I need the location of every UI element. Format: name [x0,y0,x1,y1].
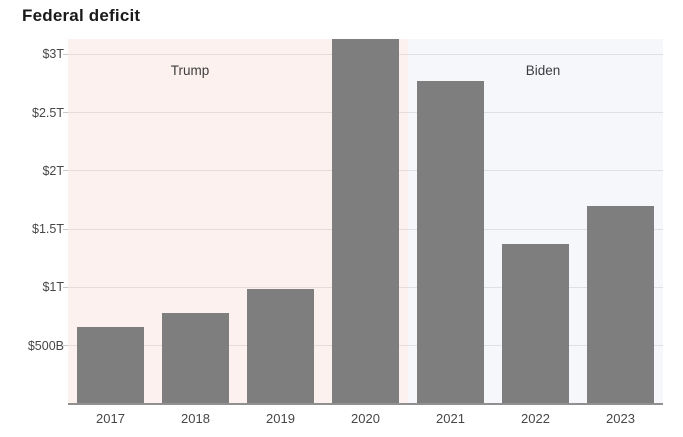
y-axis: $500B $1T $1.5T $2T $2.5T $3T [0,39,64,404]
x-tick-label-2022: 2022 [521,411,550,426]
x-tick-label-2017: 2017 [96,411,125,426]
x-tick-label-2021: 2021 [436,411,465,426]
bar-2020 [332,39,399,404]
y-tick-mark [63,345,68,347]
y-tick-label: $1T [42,280,64,295]
x-tick-label-2019: 2019 [266,411,295,426]
x-axis: 2017 2018 2019 2020 2021 2022 2023 [68,409,663,431]
bar-2019 [247,289,314,404]
y-tick-mark [63,286,68,288]
x-axis-line [68,403,663,405]
y-tick-label: $500B [27,338,64,353]
y-tick-mark [63,170,68,172]
x-tick-label-2018: 2018 [181,411,210,426]
chart-title: Federal deficit [22,6,141,25]
era-label-trump: Trump [170,63,210,78]
y-tick-label: $1.5T [32,222,64,237]
bar-2022 [502,243,569,404]
plot-area: Trump Biden [63,39,663,405]
bar-2018 [162,313,229,404]
y-tick-label: $3T [42,47,64,62]
x-tick-label-2020: 2020 [351,411,380,426]
era-label-biden: Biden [525,63,561,78]
y-tick-label: $2.5T [32,105,64,120]
bar-2017 [77,326,144,404]
y-tick-mark [63,112,68,114]
bar-2023 [587,206,654,404]
bar-2021 [417,80,484,404]
x-tick-label-2023: 2023 [606,411,635,426]
y-tick-mark [63,53,68,55]
y-tick-label: $2T [42,163,64,178]
y-tick-mark [63,228,68,230]
